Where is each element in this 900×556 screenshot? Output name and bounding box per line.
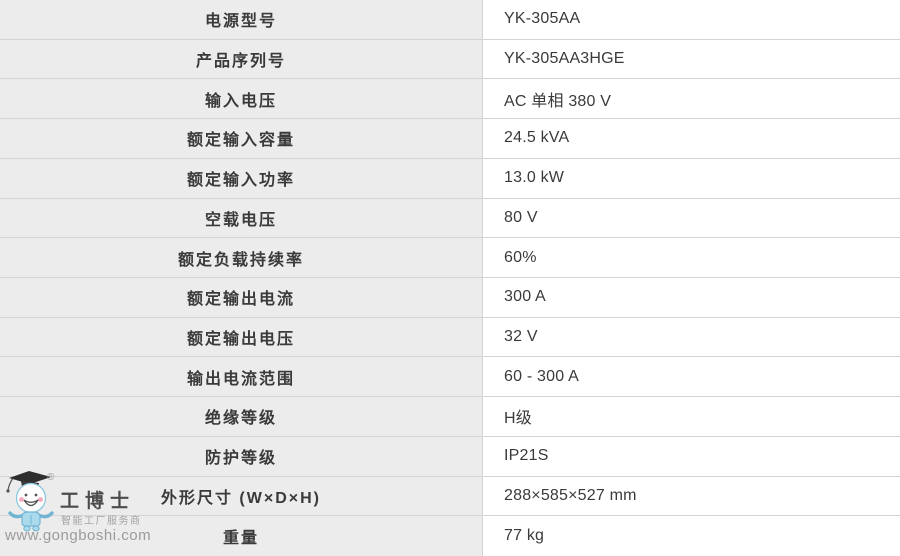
spec-value-duty-cycle: 60% [483,238,900,278]
spec-value-input-capacity: 24.5 kVA [483,119,900,159]
spec-value-weight: 77 kg [483,516,900,556]
spec-value-input-voltage: AC 单相 380 V [483,79,900,120]
spec-value-output-current: 300 A [483,278,900,318]
spec-value-insulation-class: H级 [483,397,900,437]
spec-label-input-power: 额定输入功率 [0,158,483,199]
spec-label-serial-no: 产品序列号 [0,39,483,80]
spec-value-input-power: 13.0 kW [483,158,900,199]
spec-value-dimensions: 288×585×527 mm [483,476,900,517]
spec-label-noload-voltage: 空载电压 [0,198,483,239]
spec-value-serial-no: YK-305AA3HGE [483,39,900,80]
spec-label-current-range: 输出电流范围 [0,357,483,398]
spec-value-output-voltage: 32 V [483,317,900,358]
spec-value-protection-class: IP21S [483,436,900,477]
spec-label-power-model: 电源型号 [0,0,483,40]
spec-label-input-voltage: 输入电压 [0,79,483,120]
spec-label-dimensions: 外形尺寸 (W×D×H) [0,476,483,517]
spec-label-protection-class: 防护等级 [0,436,483,477]
spec-value-noload-voltage: 80 V [483,198,900,239]
spec-value-current-range: 60 - 300 A [483,357,900,398]
spec-label-duty-cycle: 额定负载持续率 [0,238,483,278]
spec-label-insulation-class: 绝缘等级 [0,397,483,437]
spec-label-weight: 重量 [0,516,483,556]
spec-value-power-model: YK-305AA [483,0,900,40]
spec-label-input-capacity: 额定输入容量 [0,119,483,159]
spec-label-output-voltage: 额定输出电压 [0,317,483,358]
spec-label-output-current: 额定输出电流 [0,278,483,318]
